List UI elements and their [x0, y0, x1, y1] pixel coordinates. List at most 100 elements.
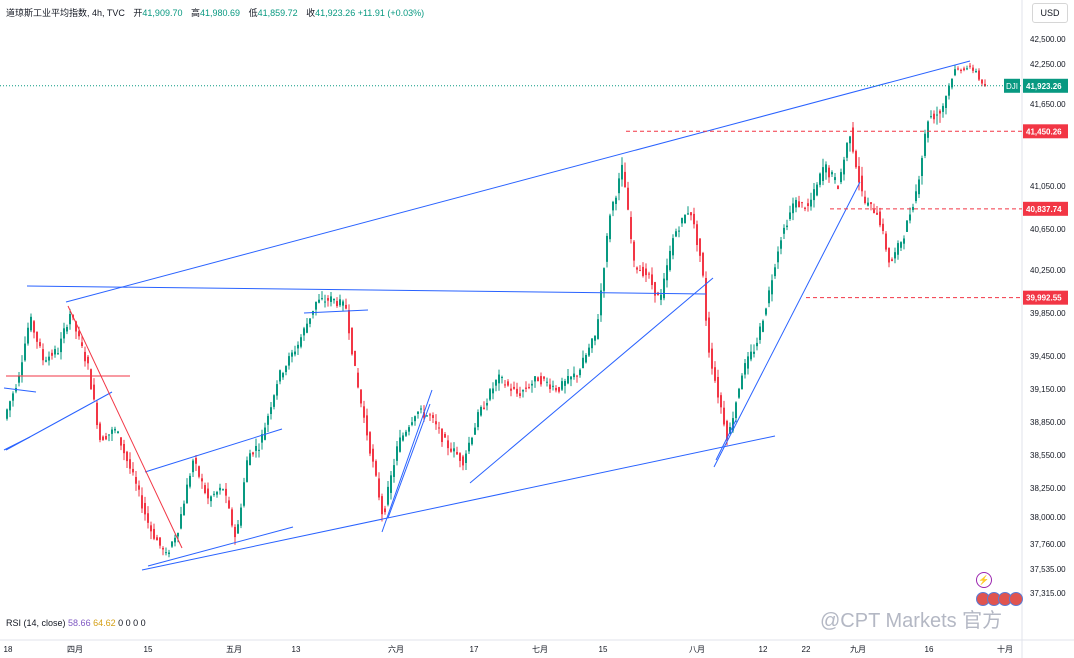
x-tick-label: 五月 [226, 645, 242, 654]
candle-body [174, 537, 176, 543]
candle-body [366, 415, 368, 436]
candle-body [450, 448, 452, 452]
level-tag-label: 39,992.55 [1026, 294, 1062, 303]
candle-body [441, 428, 443, 443]
candle-body [639, 270, 641, 272]
candle-body [588, 347, 590, 356]
candle-body [624, 171, 626, 188]
candle-body [870, 202, 872, 205]
candle-body [201, 478, 203, 482]
candle-body [207, 488, 209, 499]
candle-body [660, 294, 662, 300]
trend-line [381, 389, 433, 533]
candle-body [768, 290, 770, 304]
event-flags[interactable] [976, 592, 1023, 608]
rsi-legend[interactable]: RSI (14, close) 58.66 64.62 0 0 0 0 [6, 618, 146, 628]
symbol-tag-bg [1004, 78, 1020, 93]
candle-body [183, 503, 185, 516]
candle-body [87, 356, 89, 364]
candle-body [198, 466, 200, 477]
rsi-value: 58.66 [68, 618, 91, 628]
x-tick-label: 18 [4, 645, 13, 654]
candle-body [84, 351, 86, 362]
candle-body [825, 164, 827, 173]
candle-body [336, 301, 338, 307]
candle-body [915, 191, 917, 202]
candle-body [735, 402, 737, 419]
flag-icon[interactable] [1009, 592, 1023, 606]
candle-body [222, 489, 224, 491]
candle-body [747, 356, 749, 369]
candle-body [567, 376, 569, 384]
candle-body [408, 427, 410, 432]
candle-body [48, 356, 50, 361]
candle-body [159, 537, 161, 546]
candle-body [882, 223, 884, 231]
candle-body [471, 437, 473, 445]
candle-body [291, 352, 293, 357]
candle-body [153, 528, 155, 539]
candle-body [297, 344, 299, 349]
candle-body [18, 376, 20, 383]
trend-line [303, 309, 369, 314]
candle-body [819, 173, 821, 185]
candle-body [717, 376, 719, 398]
candle-body [585, 354, 587, 363]
candle-body [522, 390, 524, 392]
candle-body [699, 238, 701, 256]
candle-body [171, 541, 173, 547]
high-label: 高 [190, 8, 200, 18]
candle-body [744, 363, 746, 375]
candle-body [690, 212, 692, 216]
candle-body [840, 172, 842, 183]
candle-body [492, 388, 494, 394]
candle-body [240, 507, 242, 526]
x-tick-label: 九月 [850, 645, 866, 654]
candle-body [696, 224, 698, 246]
candle-body [681, 218, 683, 224]
candle-body [228, 500, 230, 509]
candle-body [309, 318, 311, 324]
y-tick-label: 38,000.00 [1030, 513, 1066, 522]
candle-body [426, 415, 428, 417]
x-tick-label: 22 [802, 645, 811, 654]
y-tick-label: 42,500.00 [1030, 35, 1066, 44]
candle-body [936, 114, 938, 116]
candle-body [834, 177, 836, 181]
candle-body [369, 432, 371, 454]
low-value: 41,859.72 [257, 8, 298, 18]
candle-body [525, 387, 527, 389]
candle-body [51, 352, 53, 356]
candle-body [345, 304, 347, 309]
candle-body [54, 349, 56, 355]
candle-body [900, 242, 902, 248]
candle-body [279, 370, 281, 382]
candle-body [126, 451, 128, 462]
symbol-name[interactable]: 道琼斯工业平均指数 [6, 8, 88, 18]
candle-body [132, 468, 134, 473]
level-tag-label: 40,837.74 [1026, 205, 1062, 214]
y-tick-label: 42,250.00 [1030, 60, 1066, 69]
last-price-tag: DJI 41,923.26 [1004, 78, 1068, 93]
currency-button[interactable]: USD [1032, 3, 1068, 23]
x-tick-label: 四月 [67, 645, 83, 654]
candle-body [780, 240, 782, 249]
candle-body [564, 380, 566, 386]
candle-body [456, 451, 458, 455]
lightning-icon[interactable]: ⚡ [976, 572, 992, 588]
candle-body [483, 407, 485, 410]
candle-body [849, 136, 851, 144]
candle-body [405, 431, 407, 436]
candle-body [474, 427, 476, 435]
candle-body [600, 290, 602, 316]
candle-body [6, 409, 8, 419]
candle-body [123, 444, 125, 454]
candle-body [21, 362, 23, 376]
candle-body [177, 533, 179, 537]
candle-body [894, 252, 896, 259]
candle-body [24, 343, 26, 361]
candle-body [732, 418, 734, 431]
candle-body [249, 453, 251, 466]
interval[interactable]: 4h [92, 8, 103, 18]
